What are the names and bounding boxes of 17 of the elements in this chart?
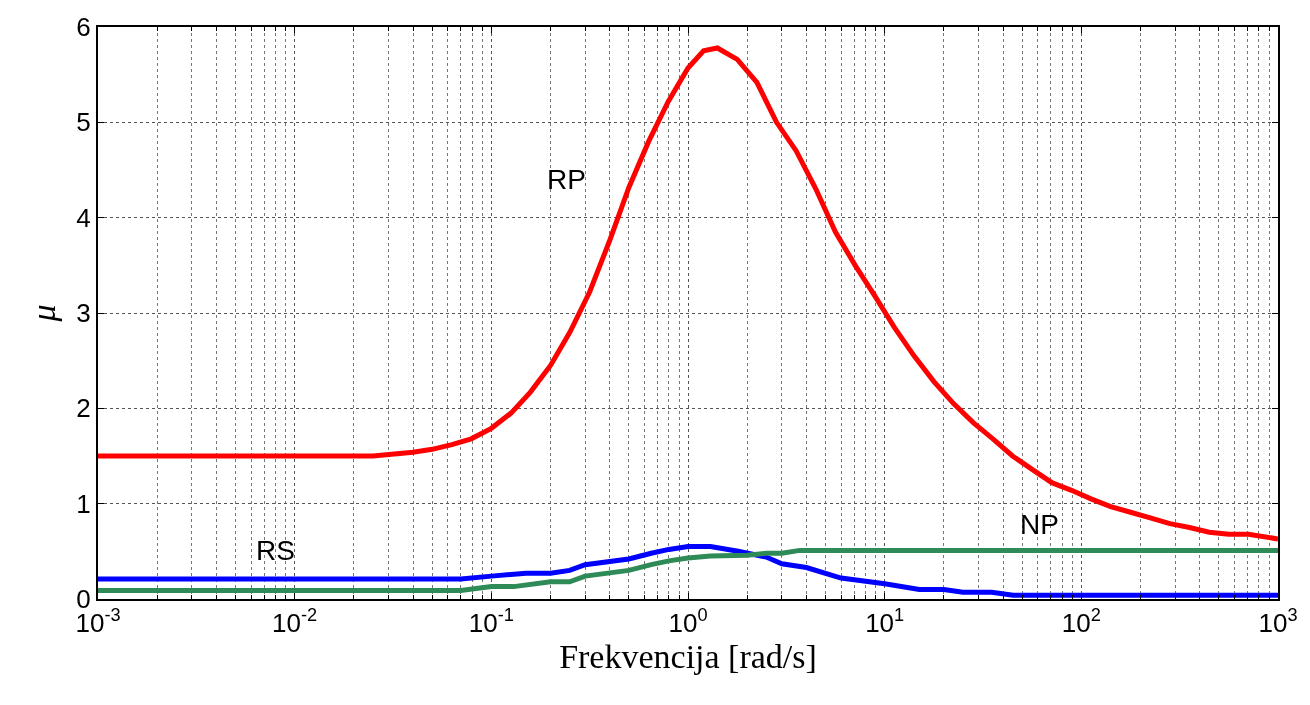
y-axis-title: μ <box>25 304 63 323</box>
series-label: RS <box>256 535 295 566</box>
x-tick-label: 10$^{3}$ <box>1258 605 1298 639</box>
x-tick-label: 10$^{-1}$ <box>468 605 514 639</box>
y-tick-label: 5 <box>76 107 91 138</box>
x-tick-label: 10$^{1}$ <box>865 605 905 639</box>
series-label: NP <box>1020 509 1059 540</box>
y-tick-label: 2 <box>76 393 91 424</box>
y-tick-label: 1 <box>76 488 91 519</box>
y-tick-label: 6 <box>76 12 91 43</box>
series-label: RP <box>547 164 586 195</box>
x-tick-label: 10$^{2}$ <box>1061 605 1101 639</box>
x-axis-title: Frekvencija [rad/s] <box>559 638 817 676</box>
x-tick-label: 10$^{0}$ <box>668 605 708 639</box>
x-tick-label: 10$^{-2}$ <box>272 605 318 639</box>
y-tick-label: 3 <box>76 298 91 329</box>
y-tick-label: 4 <box>76 202 91 233</box>
